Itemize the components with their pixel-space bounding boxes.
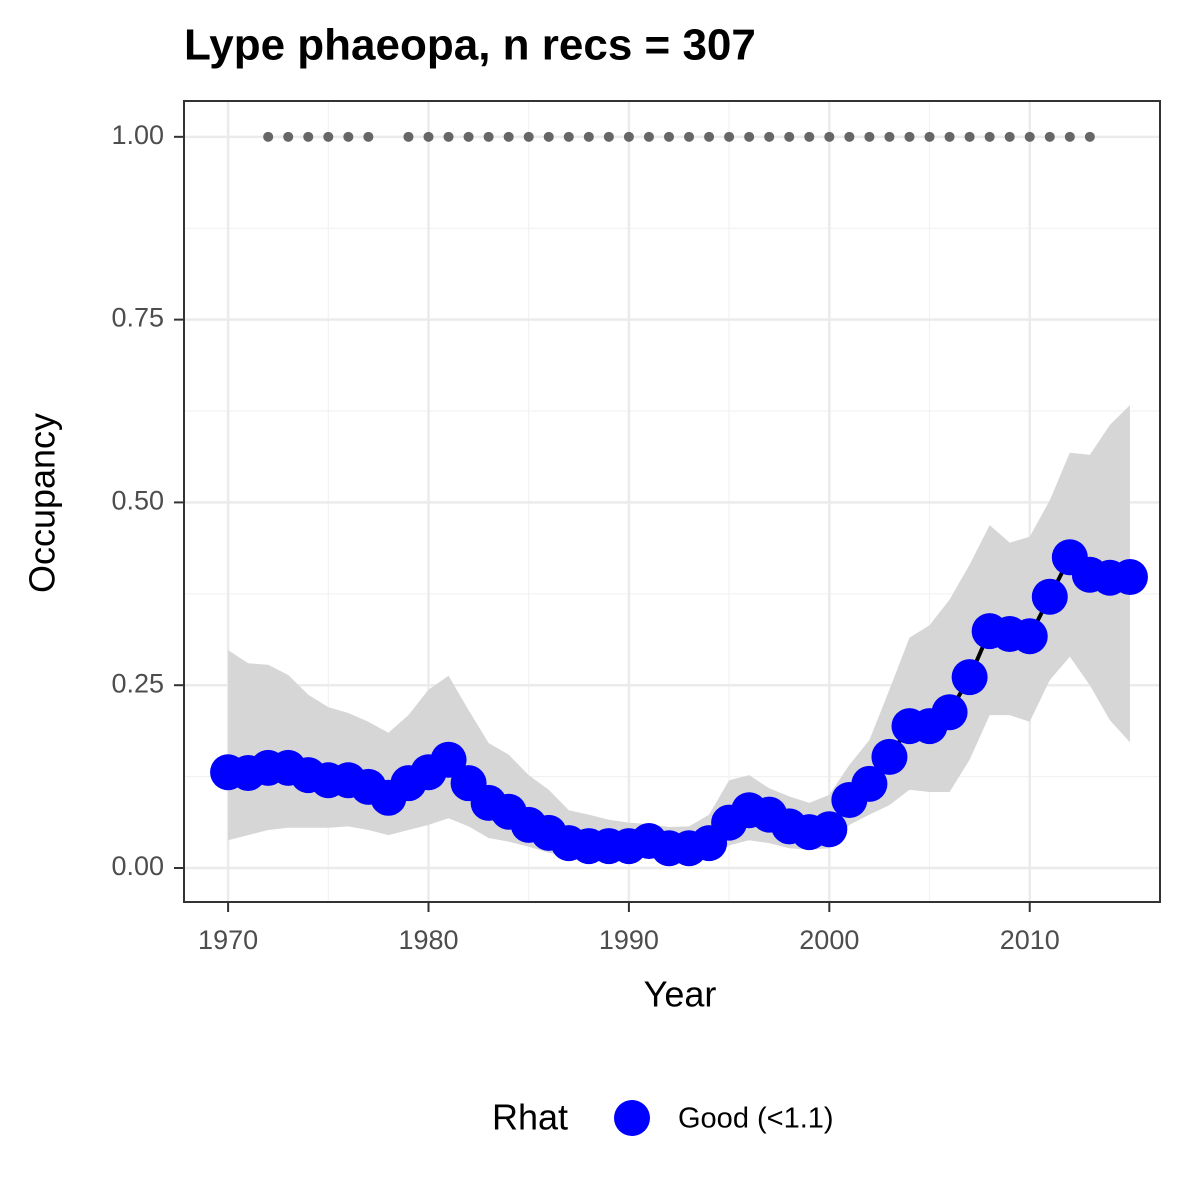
record-dot — [303, 131, 314, 142]
y-tick-label: 1.00 — [111, 120, 164, 150]
point — [430, 741, 467, 778]
record-dot — [704, 131, 715, 142]
record-dot — [503, 131, 514, 142]
record-dot — [1024, 131, 1035, 142]
record-dot — [724, 131, 735, 142]
record-dot — [523, 131, 534, 142]
record-dot — [684, 131, 695, 142]
record-dot — [984, 131, 995, 142]
record-dot — [563, 131, 574, 142]
record-dot — [543, 131, 554, 142]
record-dot — [1084, 131, 1095, 142]
record-dot — [764, 131, 775, 142]
record-dot — [864, 131, 875, 142]
record-dot — [343, 131, 354, 142]
record-dot — [804, 131, 815, 142]
record-dot — [363, 131, 374, 142]
x-tick-label: 2010 — [1000, 925, 1060, 955]
y-tick-label: 0.25 — [111, 668, 164, 698]
record-dot — [964, 131, 975, 142]
record-dot — [1044, 131, 1055, 142]
record-dot — [924, 131, 935, 142]
record-dot — [1004, 131, 1015, 142]
record-dot — [423, 131, 434, 142]
x-tick-label: 1980 — [398, 925, 458, 955]
record-dot — [623, 131, 634, 142]
x-tick-label: 1970 — [198, 925, 258, 955]
legend-label: Good (<1.1) — [678, 1103, 834, 1135]
panel-border — [183, 100, 1161, 903]
record-dot — [904, 131, 915, 142]
legend-marker — [614, 1100, 650, 1136]
record-dot — [824, 131, 835, 142]
y-tick-label: 0.00 — [111, 851, 164, 881]
record-dot — [463, 131, 474, 142]
y-axis-title: Occupancy — [22, 413, 63, 593]
x-axis-title: Year — [644, 974, 717, 1015]
point — [1031, 578, 1068, 615]
point — [871, 738, 908, 775]
record-dot — [263, 131, 274, 142]
point — [931, 694, 968, 731]
record-dot — [443, 131, 454, 142]
point — [811, 811, 848, 848]
y-tick-label: 0.50 — [111, 486, 164, 516]
record-dot — [583, 131, 594, 142]
record-dot — [403, 131, 414, 142]
y-tick-label: 0.75 — [111, 303, 164, 333]
x-tick-label: 1990 — [599, 925, 659, 955]
point — [1011, 618, 1048, 655]
point — [1111, 558, 1148, 595]
record-dot — [944, 131, 955, 142]
record-dot — [603, 131, 614, 142]
record-dot — [884, 131, 895, 142]
record-dot — [483, 131, 494, 142]
x-tick-label: 2000 — [799, 925, 859, 955]
record-dot — [744, 131, 755, 142]
record-dot — [1064, 131, 1075, 142]
record-dot — [844, 131, 855, 142]
point — [851, 765, 888, 802]
point — [951, 659, 988, 696]
record-dot — [784, 131, 795, 142]
record-dot — [323, 131, 334, 142]
chart-title: Lype phaeopa, n recs = 307 — [184, 21, 756, 70]
record-dot — [663, 131, 674, 142]
record-dot — [283, 131, 294, 142]
record-dot — [643, 131, 654, 142]
legend-title: Rhat — [492, 1097, 568, 1138]
